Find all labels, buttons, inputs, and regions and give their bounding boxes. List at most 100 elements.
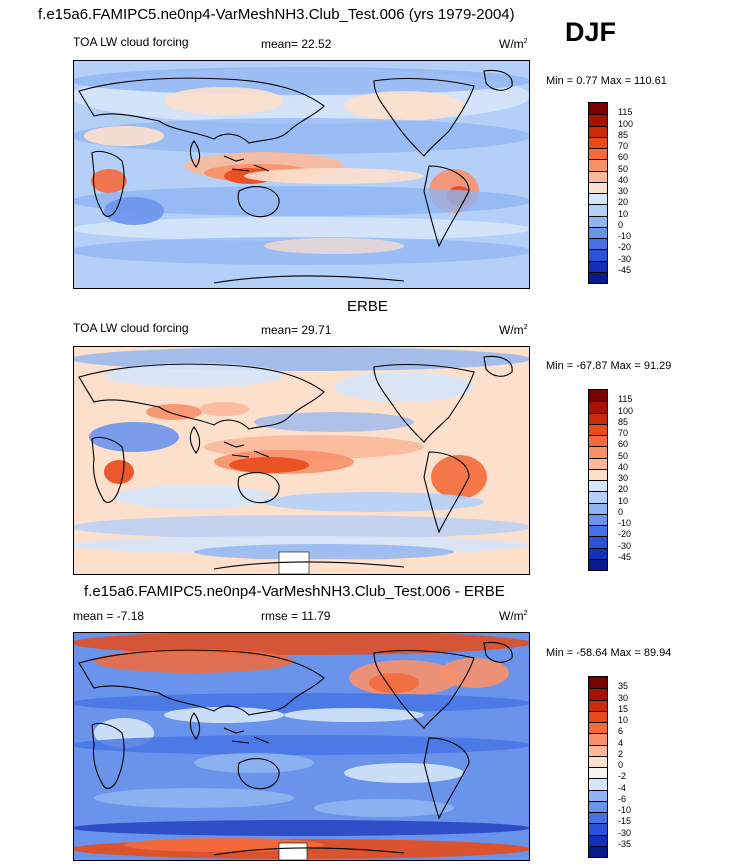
field-contour [199,402,249,416]
coastline-segment [373,77,475,157]
field-contour [74,515,529,539]
colorbar-cell [589,238,607,250]
colorbar-tick-label: 4 [618,737,624,748]
colorbar-tick-label: 6 [618,726,624,737]
colorbar-tick-label: -10 [618,805,632,815]
panel-1-units: W/m2 [499,37,528,51]
colorbar-tick-label: -35 [618,838,632,849]
colorbar-cell [589,103,607,115]
colorbar-tick-label: -6 [618,793,627,804]
panel-3-colorbar [588,676,608,858]
colorbar-cell [589,823,607,835]
colorbar-cell [589,412,607,424]
colorbar-cell [589,480,607,492]
coastline-segment [78,77,325,144]
colorbar-tick-label: 30 [618,186,629,196]
colorbar-tick-label: 85 [618,129,629,140]
panel-2-map-field [74,347,529,574]
colorbar-cell [589,536,607,548]
colorbar-cell [589,181,607,193]
colorbar-cell [589,733,607,745]
field-contour [74,67,529,95]
colorbar-cell [589,457,607,469]
field-contour [431,455,487,499]
colorbar-cell [589,148,607,160]
colorbar-tick-label: 10 [618,715,629,725]
colorbar-tick-label: -15 [618,816,632,827]
colorbar-tick-label: 15 [618,703,629,714]
field-contour [104,460,134,484]
coastline-segment [223,727,270,744]
field-contour [284,708,424,722]
coastlines [78,641,513,856]
missing-data-patch [278,842,308,860]
colorbar-tick-label: -2 [618,771,627,782]
coastline-segment [91,150,125,217]
field-contour [94,649,294,673]
panel-2-min-max: Min = -67.87 Max = 91.29 [546,360,672,372]
colorbar-cell [589,226,607,238]
colorbar-cell [589,271,607,283]
coastline-segment [189,712,201,740]
colorbar-tick-label: -45 [618,551,632,562]
colorbar-cell [589,800,607,812]
colorbar-tick-label: 100 [618,405,634,416]
field-contour [194,753,314,773]
colorbar-tick-label: -20 [618,242,632,253]
field-contour [114,485,274,509]
panel-1-mean-label: mean= 22.52 [261,37,332,51]
panel-3-rmse-label: rmse = 11.79 [261,609,331,623]
panel-3-title: f.e15a6.FAMIPC5.ne0np4-VarMeshNH3.Club_T… [84,583,505,600]
coastline-segment [213,847,405,856]
coastlines [78,69,513,284]
colorbar-tick-label: -30 [618,253,632,264]
colorbar-cell [589,249,607,261]
coastline-segment [78,363,325,430]
coastline-segment [78,649,325,716]
colorbar-tick-label: 20 [618,197,629,208]
panel-3-mean-label: mean = -7.18 [73,609,145,623]
colorbar-cell [589,699,607,711]
season-label: DJF [565,17,617,47]
coastline-segment [189,426,201,454]
field-contour [84,126,164,146]
field-contour [264,238,404,254]
colorbar-tick-label: 50 [618,163,629,174]
colorbar-tick-label: 100 [618,118,634,129]
colorbar-tick-label: 85 [618,416,629,427]
colorbar-cell [589,812,607,824]
panel-1-colorbar [588,102,608,284]
figure-title: f.e15a6.FAMIPC5.ne0np4-VarMeshNH3.Club_T… [38,6,515,23]
colorbar-cell [589,491,607,503]
colorbar-tick-label: 40 [618,174,629,185]
colorbar-cell [589,834,607,846]
colorbar-cell [589,767,607,779]
colorbar-cell [589,558,607,570]
colorbar-cell [589,710,607,722]
colorbar-tick-label: 70 [618,141,629,151]
coastline-segment [373,649,475,729]
coastline-segment [483,69,513,91]
colorbar-tick-label: 115 [618,394,633,405]
panel-2-mean-label: mean= 29.71 [261,323,332,337]
field-contour [164,87,284,115]
coastline-segment [483,641,513,663]
coastline-segment [423,165,470,248]
colorbar-tick-label: 0 [618,219,624,230]
colorbar-cell [589,722,607,734]
colorbar-tick-label: 35 [618,681,629,692]
field-contour [314,799,454,817]
colorbar-cell [589,390,607,402]
colorbar-tick-label: 70 [618,428,629,438]
colorbar-cell [589,435,607,447]
field-contour [74,693,529,713]
panel-1-map-field [74,61,529,288]
colorbar-cell [589,513,607,525]
coastline-segment [237,186,280,218]
colorbar-tick-label: -20 [618,529,632,540]
field-contour [254,412,414,432]
panel-1-min-max: Min = 0.77 Max = 110.61 [546,75,667,87]
field-contour [89,422,179,452]
panel-1-map [73,60,530,289]
field-contour [74,118,529,154]
